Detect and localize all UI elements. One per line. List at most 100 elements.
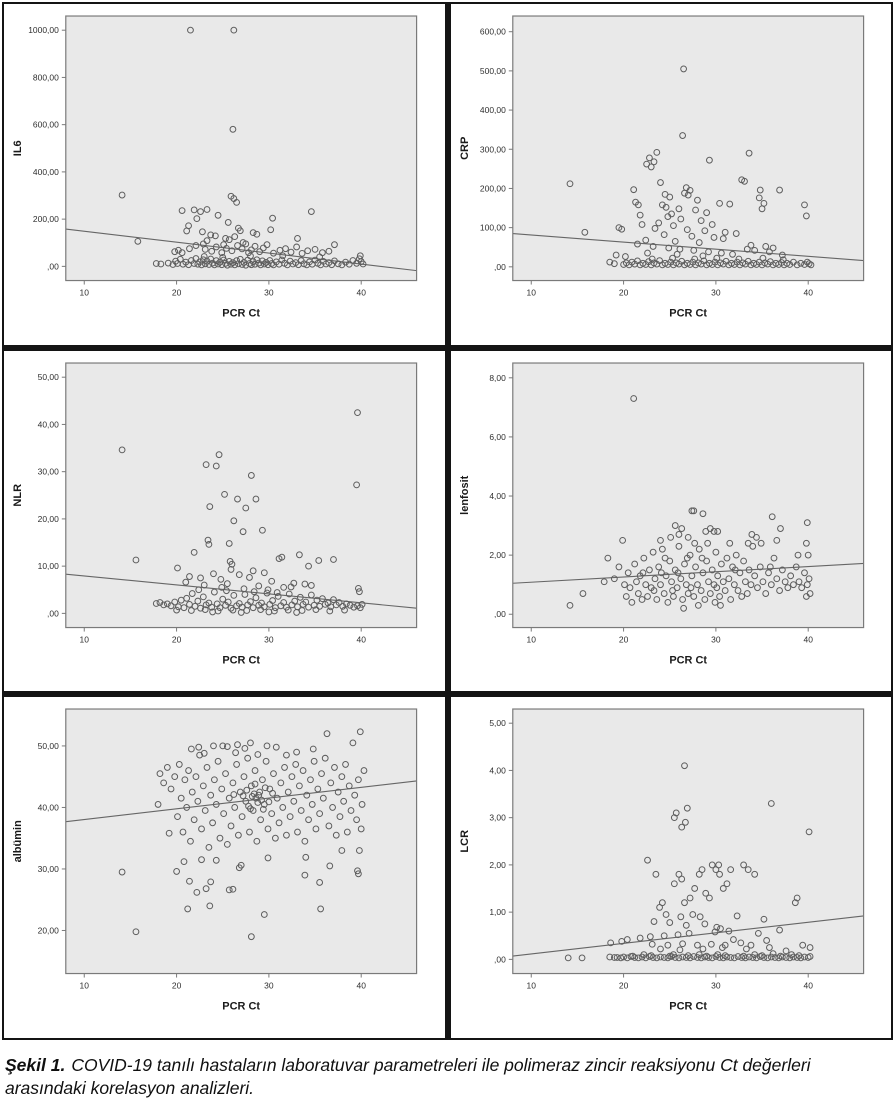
nlr-y-axis-label: NLR	[12, 484, 24, 507]
lenfosit-plot-frame	[511, 362, 864, 628]
lenfosit-y-axis: ,00 2,00 4,00 6,00 8,00	[489, 372, 513, 619]
albumin-x-axis: 10 20 30 40	[80, 973, 366, 991]
figure-panel-grid: 10 20 30 40,00 200,00 400,00 600,00 800,00 1000,…	[2, 2, 893, 1040]
figure-caption-text: COVID-19 tanılı hastaların laboratuvar p…	[5, 1055, 811, 1099]
il6-plot-frame	[65, 15, 418, 282]
figure-caption-label: Şekil 1.	[5, 1055, 66, 1075]
albumin-y-axis: 20,00 30,00 40,00 50,00	[38, 741, 66, 936]
panel-albumin: 10 20 30 40 20,00 30,00 40,00 50,00 PCR Ct albümi…	[4, 697, 445, 1038]
svg-text:40: 40	[356, 981, 366, 991]
crp-y-axis-label: CRP	[458, 137, 470, 160]
crp-y-axis: ,00 100,00 200,00 300,00 400,00 500,00 600,00	[479, 27, 513, 272]
svg-text:600,00: 600,00	[479, 27, 505, 37]
lenfosit-regression-line	[512, 562, 864, 584]
svg-text:10: 10	[526, 981, 536, 991]
svg-text:8,00: 8,00	[489, 372, 506, 382]
svg-text:50,00: 50,00	[38, 741, 59, 751]
svg-text:5,00: 5,00	[489, 719, 506, 729]
lcr-y-axis: ,00 1,00 2,00 3,00 4,00 5,00	[489, 719, 513, 965]
albumin-regression-line	[65, 780, 417, 823]
lenfosit-points	[566, 394, 813, 612]
albumin-y-axis-label: albümin	[12, 820, 24, 863]
il6-regression-line	[65, 228, 417, 272]
svg-text:,00: ,00	[494, 609, 506, 619]
svg-text:30: 30	[264, 634, 274, 644]
il6-y-axis-label: IL6	[12, 140, 24, 156]
panel-nlr: 10 20 30 40,00 10,00 20,00 30,00 40,00 50,00 PCR …	[4, 350, 445, 692]
svg-text:20: 20	[618, 288, 628, 298]
svg-text:800,00: 800,00	[33, 72, 59, 82]
lenfosit-y-axis-label: lenfosit	[458, 475, 470, 515]
il6-x-axis-label: PCR Ct	[222, 308, 260, 320]
nlr-scatter-chart: 10 20 30 40,0010,0020,0030,0040,0050,00PCR …	[12, 362, 418, 666]
svg-text:10: 10	[526, 634, 536, 644]
svg-text:40: 40	[803, 981, 813, 991]
svg-text:10: 10	[80, 981, 90, 991]
svg-text:10,00: 10,00	[38, 561, 59, 571]
svg-text:6,00: 6,00	[489, 432, 506, 442]
svg-text:30,00: 30,00	[38, 864, 59, 874]
svg-text:600,00: 600,00	[33, 120, 59, 130]
crp-x-axis-label: PCR Ct	[669, 308, 707, 320]
crp-plot-area	[512, 16, 864, 281]
svg-text:400,00: 400,00	[33, 167, 59, 177]
nlr-chart-host: 10 20 30 40,00 10,00 20,00 30,00 40,00 50,00 PCR …	[4, 351, 445, 692]
svg-text:30,00: 30,00	[38, 466, 59, 476]
svg-text:40: 40	[803, 288, 813, 298]
lcr-x-axis: 10 20 30 40	[526, 973, 813, 991]
lcr-x-axis-label: PCR Ct	[669, 1001, 707, 1013]
panel-lenfosit: 10 20 30 40 ,00 2,00 4,00 6,00 8,00 PCR Ct lenfosi…	[450, 350, 891, 692]
svg-text:3,00: 3,00	[489, 813, 506, 823]
svg-text:40: 40	[356, 634, 366, 644]
svg-text:20: 20	[172, 981, 182, 991]
svg-text:20: 20	[618, 981, 628, 991]
nlr-points	[118, 408, 366, 616]
il6-x-axis: 10 20 30 40	[80, 280, 366, 298]
lcr-scatter-chart: 10 20 30 40 ,00 1,00 2,00 3,00 4,00 5,00 PCR Ct LCR	[458, 708, 864, 1013]
albumin-scatter-chart: 10 20 30 40 20,00 30,00 40,00 50,00 PCR Ct albümi…	[12, 708, 418, 1013]
crp-scatter-chart: 10 20 30 40 ,00 100,00 200,00 300,00 400,00 500,0…	[458, 15, 864, 320]
svg-text:30: 30	[264, 981, 274, 991]
svg-text:2,00: 2,00	[489, 550, 506, 560]
nlr-x-axis: 10 20 30 40	[80, 627, 366, 644]
svg-text:10: 10	[80, 634, 90, 644]
svg-text:200,00: 200,00	[33, 214, 59, 224]
albumin-x-axis-label: PCR Ct	[222, 1001, 260, 1013]
lcr-points	[564, 762, 813, 962]
svg-text:4,00: 4,00	[489, 491, 506, 501]
albumin-points	[118, 728, 368, 941]
svg-text:40: 40	[356, 288, 366, 298]
svg-text:200,00: 200,00	[479, 183, 505, 193]
crp-regression-line	[512, 232, 864, 262]
lcr-plot-area	[512, 709, 864, 974]
albumin-plot-frame	[65, 708, 418, 975]
svg-text:40,00: 40,00	[38, 803, 59, 813]
svg-text:20,00: 20,00	[38, 514, 59, 524]
il6-scatter-chart: 10 20 30 40 ,00 200,00 400,00 600,00 800,00 1000,…	[12, 15, 418, 320]
svg-text:30: 30	[711, 981, 721, 991]
nlr-plot-area	[65, 362, 417, 628]
svg-text:1000,00: 1000,00	[28, 25, 59, 35]
svg-text:10: 10	[526, 288, 536, 298]
svg-text:20: 20	[172, 634, 182, 644]
svg-text:300,00: 300,00	[479, 144, 505, 154]
nlr-y-axis: ,00 10,00 20,00 30,00 40,00 50,00	[38, 372, 66, 618]
lenfosit-x-axis: 10 20 30 40	[526, 627, 813, 644]
svg-text:,00: ,00	[494, 262, 506, 272]
svg-text:30: 30	[264, 288, 274, 298]
crp-x-axis: 10 20 30 40	[526, 280, 813, 298]
svg-text:30: 30	[711, 634, 721, 644]
svg-text:2,00: 2,00	[489, 860, 506, 870]
svg-text:10: 10	[80, 288, 90, 298]
svg-text:40: 40	[803, 634, 813, 644]
lenfosit-plot-area	[512, 362, 864, 628]
il6-chart-host: 10 20 30 40 ,00 200,00 400,00 600,00 800,00 1000,…	[4, 4, 445, 345]
lcr-y-axis-label: LCR	[458, 830, 470, 853]
nlr-x-axis-label: PCR Ct	[222, 654, 260, 666]
lcr-plot-frame	[511, 708, 864, 975]
crp-plot-frame	[511, 15, 864, 282]
lenfosit-scatter-chart: 10 20 30 40 ,00 2,00 4,00 6,00 8,00 PCR Ct lenfosi…	[458, 362, 864, 666]
svg-text:,00: ,00	[494, 955, 506, 965]
nlr-plot-frame	[65, 362, 418, 628]
crp-points	[566, 65, 814, 269]
